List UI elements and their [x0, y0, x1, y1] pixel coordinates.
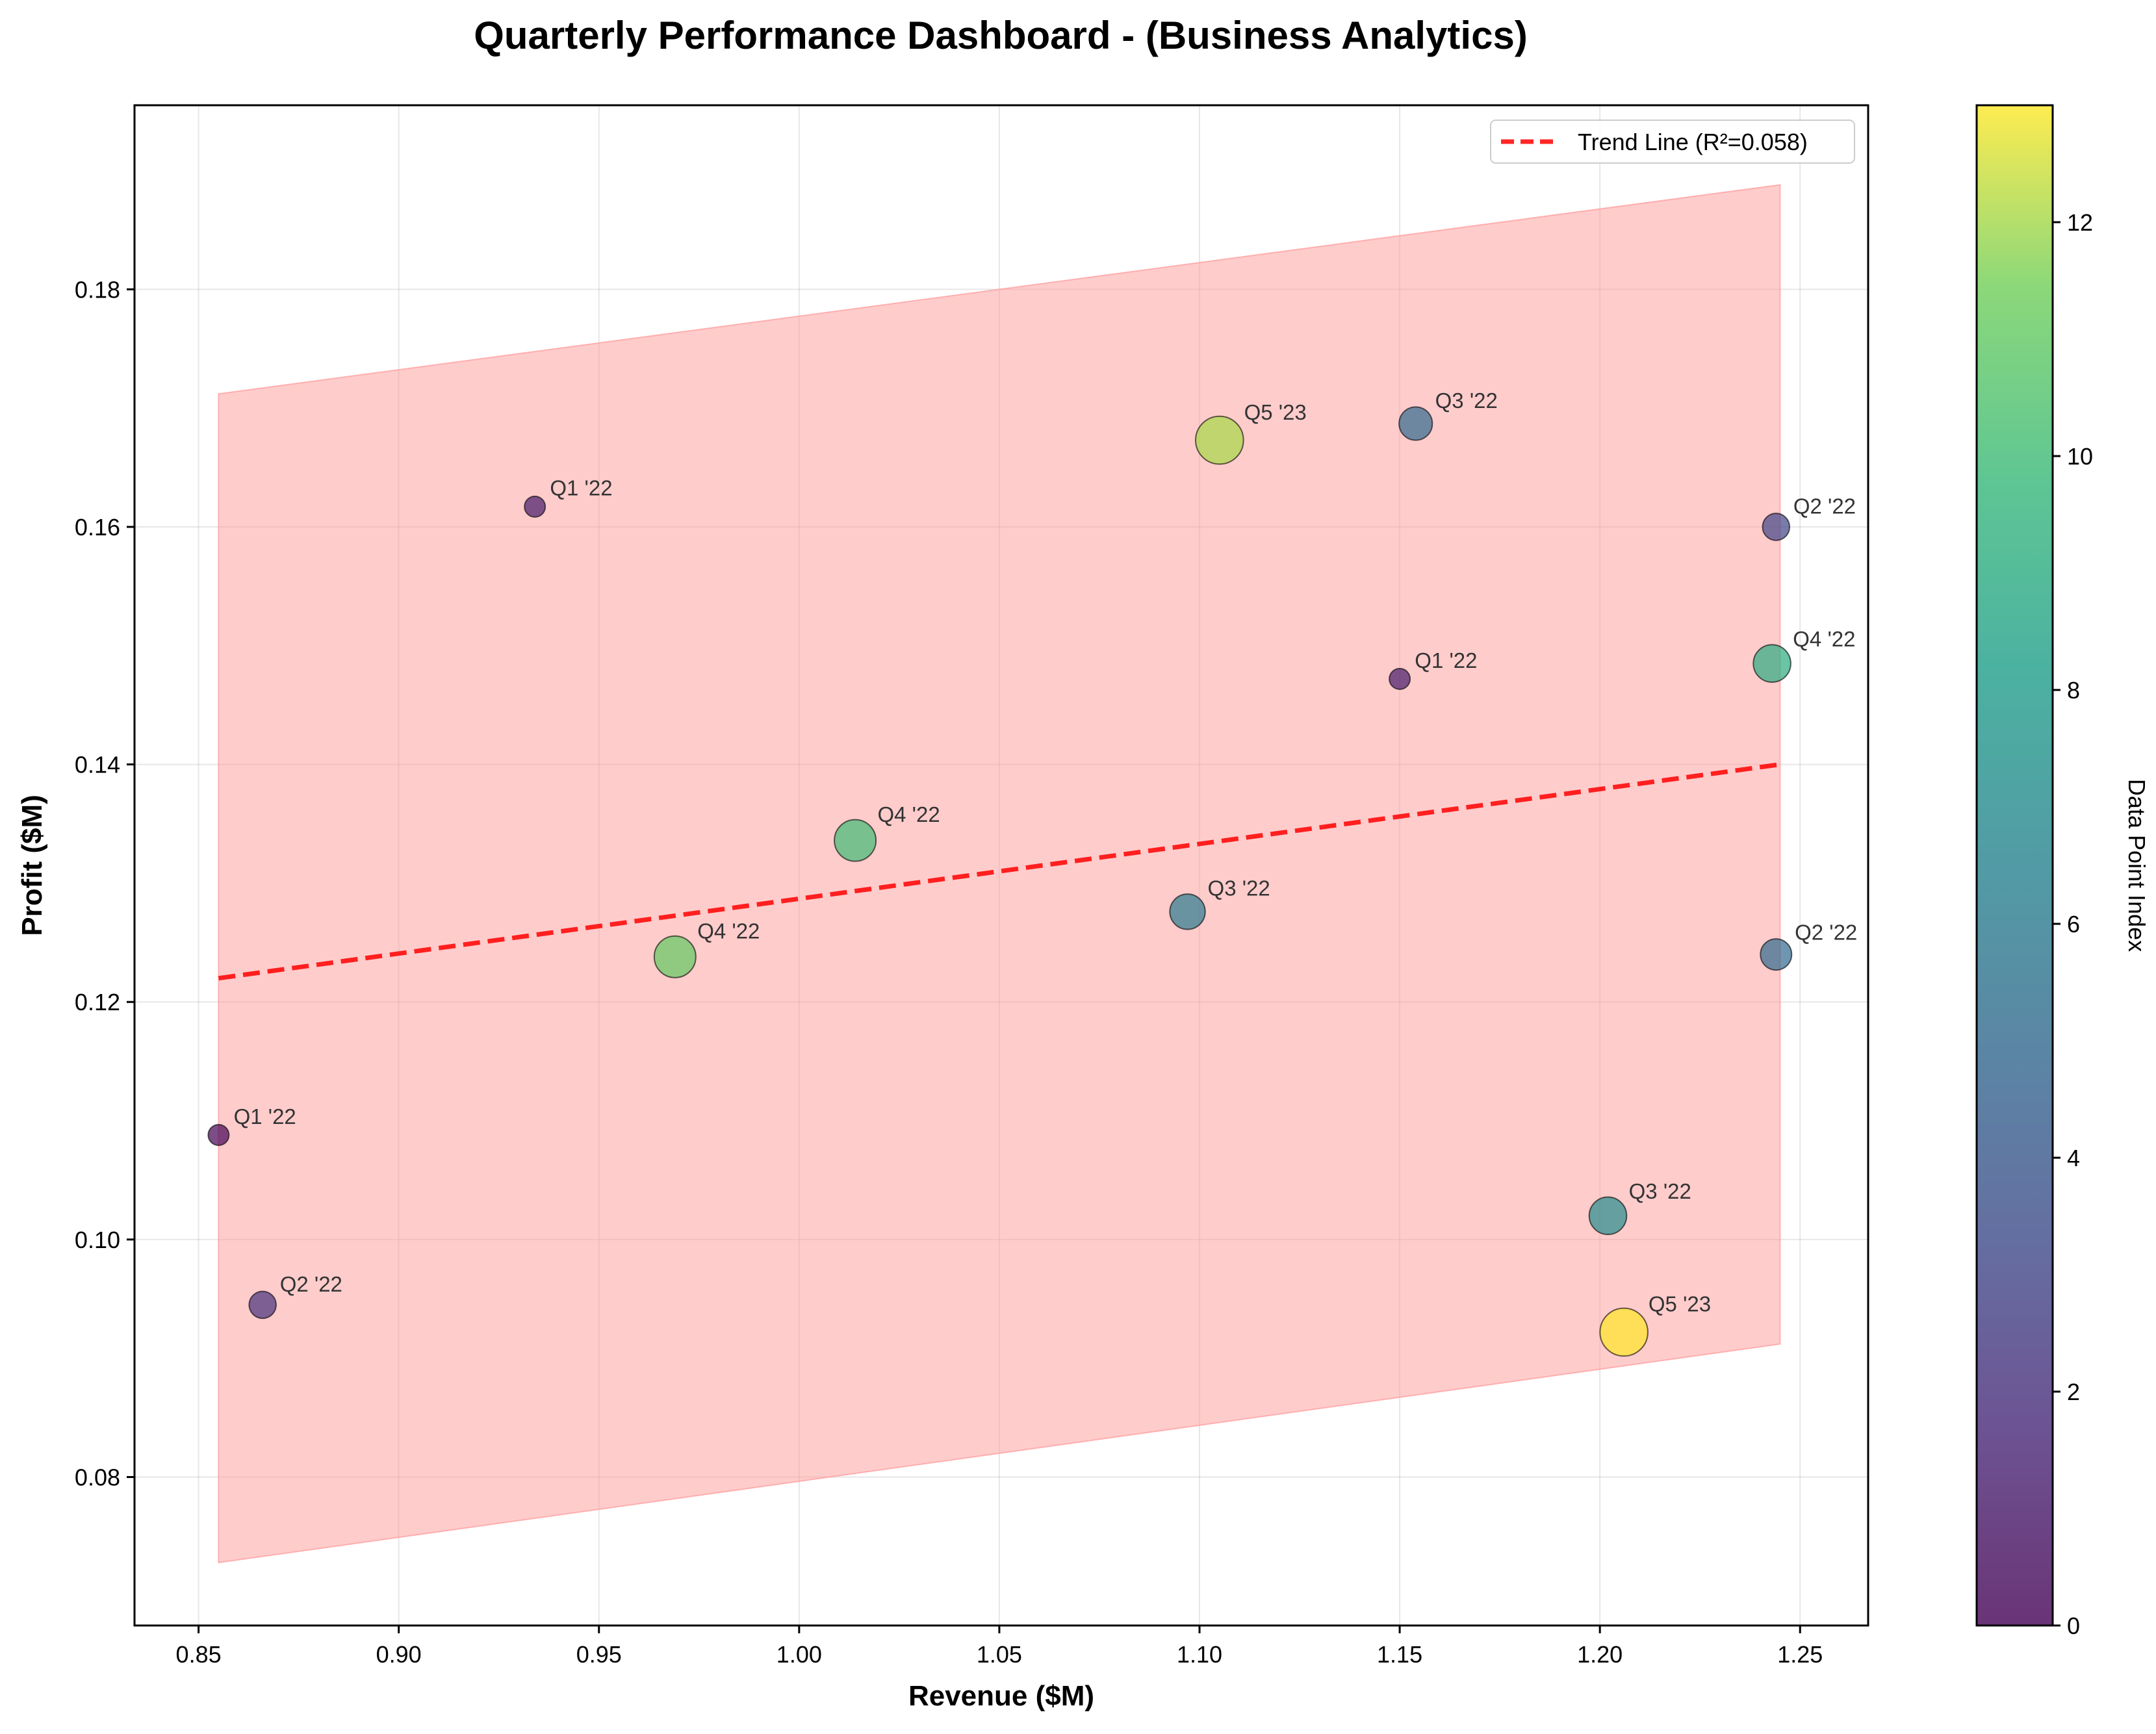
data-point	[524, 495, 546, 518]
colorbar-tick-label: 6	[2067, 911, 2080, 937]
colorbar-ticks: 0 2 4 6 8 10 12	[2053, 209, 2093, 1639]
colorbar-tick-label: 10	[2067, 443, 2093, 470]
data-point	[1169, 893, 1206, 930]
colorbar-label: Data Point Index	[2124, 779, 2150, 952]
legend-box	[1490, 120, 1855, 164]
data-point	[1752, 644, 1791, 683]
colorbar-tick-label: 0	[2067, 1613, 2080, 1639]
data-point	[1389, 667, 1411, 690]
data-point	[248, 1290, 277, 1320]
data-point-label: Q1 '22	[234, 1104, 296, 1128]
colorbar-gradient	[1977, 105, 2053, 1626]
colorbar-tick-label: 12	[2067, 209, 2093, 236]
y-tick-label: 0.12	[75, 989, 120, 1015]
data-point	[207, 1123, 230, 1146]
y-tick-label: 0.14	[75, 752, 120, 778]
x-tick-label: 1.15	[1377, 1641, 1422, 1668]
data-point-label: Q1 '22	[1415, 648, 1477, 672]
x-tick-label: 1.25	[1777, 1641, 1823, 1668]
y-tick-label: 0.16	[75, 514, 120, 541]
data-point	[1588, 1196, 1628, 1236]
data-point-label: Q3 '22	[1208, 876, 1270, 900]
plot-frame	[133, 104, 1869, 1627]
y-tick-label: 0.08	[75, 1464, 120, 1490]
data-points	[207, 406, 1793, 1357]
x-tick-label: 1.05	[977, 1641, 1022, 1668]
data-point-label: Q5 '23	[1244, 400, 1307, 424]
x-tick-label: 0.90	[376, 1641, 422, 1668]
y-axis-ticks: 0.08 0.10 0.12 0.14 0.16 0.18	[75, 276, 135, 1490]
data-point-label: Q2 '22	[280, 1272, 342, 1296]
colorbar-tick-label: 8	[2067, 677, 2080, 704]
x-tick-label: 1.10	[1177, 1641, 1222, 1668]
x-tick-label: 1.20	[1577, 1641, 1623, 1668]
data-point-label: Q3 '22	[1629, 1179, 1691, 1203]
data-point-label: Q4 '22	[1793, 627, 1855, 651]
x-tick-label: 0.85	[176, 1641, 222, 1668]
legend: Trend Line (R²=0.058)	[1490, 120, 1855, 164]
colorbar-frame	[1975, 104, 2054, 1627]
data-point-label: Q4 '22	[697, 919, 760, 943]
x-tick-label: 0.95	[576, 1641, 622, 1668]
plot-area: Q1 '22 Q1 '22 Q1 '22 Q2 '22 Q2 '22 Q2 '22 Q3 '…	[133, 104, 1869, 1627]
colorbar-tick-label: 2	[2067, 1379, 2080, 1405]
confidence-band	[218, 184, 1781, 1564]
data-point-label: Q2 '22	[1793, 494, 1856, 518]
data-point	[834, 819, 877, 862]
data-point	[1760, 938, 1793, 971]
data-point-label: Q3 '22	[1435, 389, 1498, 413]
x-tick-label: 1.00	[776, 1641, 822, 1668]
y-tick-label: 0.10	[75, 1227, 120, 1253]
colorbar-tick-label: 4	[2067, 1145, 2080, 1171]
data-point	[1398, 406, 1433, 441]
x-axis-label: Revenue ($M)	[908, 1680, 1094, 1712]
legend-trend-label: Trend Line (R²=0.058)	[1578, 129, 1808, 155]
trend-line	[218, 762, 1780, 981]
x-axis-ticks: 0.85 0.90 0.95 1.00 1.05 1.10 1.15 1.20 1.25	[176, 1626, 1823, 1668]
data-point-label: Q2 '22	[1795, 920, 1857, 944]
chart-title: Quarterly Performance Dashboard - (Busin…	[474, 14, 1528, 57]
data-point	[1762, 513, 1791, 541]
point-labels: Q1 '22 Q1 '22 Q1 '22 Q2 '22 Q2 '22 Q2 '22 Q3 '…	[234, 389, 1858, 1316]
data-point	[653, 935, 697, 978]
data-point-label: Q5 '23	[1649, 1292, 1711, 1316]
data-point-label: Q4 '22	[877, 802, 940, 826]
data-point-label: Q1 '22	[550, 476, 612, 500]
colorbar: 0 2 4 6 8 10 12 Data Point Index	[1975, 104, 2150, 1639]
y-tick-label: 0.18	[75, 276, 120, 303]
data-point	[1195, 415, 1244, 465]
data-point	[1599, 1307, 1649, 1357]
y-axis-label: Profit ($M)	[16, 795, 48, 936]
